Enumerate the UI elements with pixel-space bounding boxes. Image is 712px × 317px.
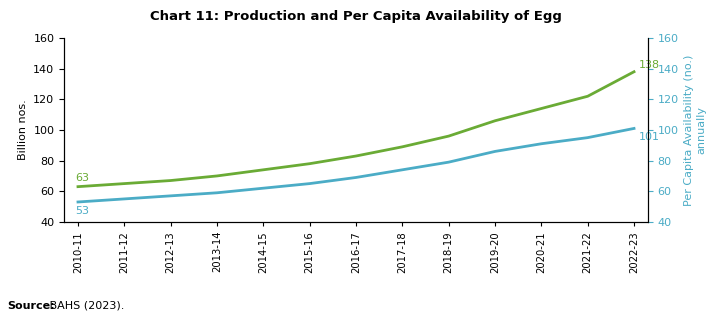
Text: 63: 63 xyxy=(75,173,90,183)
Per Capita Availability(no/annum) xyxy=(444,160,453,164)
Egg Production(in billion no.) xyxy=(213,174,221,178)
Line: Egg Production(in billion no.): Egg Production(in billion no.) xyxy=(78,72,634,187)
Line: Per Capita Availability(no/annum): Per Capita Availability(no/annum) xyxy=(78,128,634,202)
Egg Production(in billion no.) xyxy=(259,168,268,172)
Text: 101: 101 xyxy=(639,132,659,141)
Per Capita Availability(no/annum) xyxy=(398,168,407,172)
Per Capita Availability(no/annum) xyxy=(120,197,129,201)
Text: Source:: Source: xyxy=(7,301,55,311)
Per Capita Availability(no/annum) xyxy=(259,186,268,190)
Egg Production(in billion no.) xyxy=(167,179,175,183)
Egg Production(in billion no.) xyxy=(74,185,83,189)
Egg Production(in billion no.) xyxy=(444,134,453,138)
Per Capita Availability(no/annum) xyxy=(167,194,175,198)
Egg Production(in billion no.) xyxy=(305,162,314,165)
Per Capita Availability(no/annum) xyxy=(583,136,592,139)
Text: Chart 11: Production and Per Capita Availability of Egg: Chart 11: Production and Per Capita Avai… xyxy=(150,10,562,23)
Text: 138: 138 xyxy=(639,60,660,70)
Text: 53: 53 xyxy=(75,206,90,216)
Per Capita Availability(no/annum) xyxy=(629,126,638,130)
Egg Production(in billion no.) xyxy=(352,154,360,158)
Per Capita Availability(no/annum) xyxy=(491,150,499,153)
Y-axis label: Per Capita Availability (no.)
annually: Per Capita Availability (no.) annually xyxy=(684,54,706,206)
Egg Production(in billion no.) xyxy=(583,94,592,98)
Egg Production(in billion no.) xyxy=(537,107,545,110)
Per Capita Availability(no/annum) xyxy=(213,191,221,195)
Per Capita Availability(no/annum) xyxy=(537,142,545,146)
Egg Production(in billion no.) xyxy=(398,145,407,149)
Per Capita Availability(no/annum) xyxy=(305,182,314,185)
Y-axis label: Billion nos.: Billion nos. xyxy=(18,100,28,160)
Egg Production(in billion no.) xyxy=(629,70,638,74)
Egg Production(in billion no.) xyxy=(120,182,129,185)
Per Capita Availability(no/annum) xyxy=(74,200,83,204)
Egg Production(in billion no.) xyxy=(491,119,499,123)
Text: BAHS (2023).: BAHS (2023). xyxy=(46,301,125,311)
Per Capita Availability(no/annum) xyxy=(352,176,360,179)
